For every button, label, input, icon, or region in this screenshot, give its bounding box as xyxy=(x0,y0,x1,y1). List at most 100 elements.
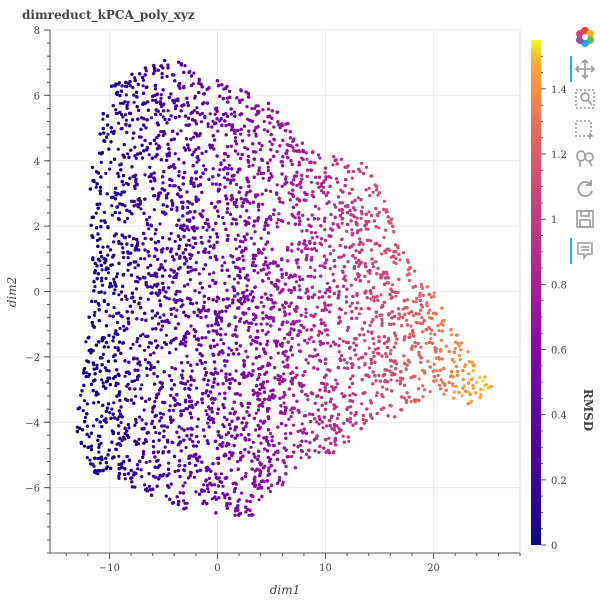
scatter-point xyxy=(102,210,106,214)
scatter-point xyxy=(213,206,217,210)
scatter-point xyxy=(195,160,199,164)
scatter-point xyxy=(268,489,272,494)
scatter-point xyxy=(106,132,110,136)
scatter-point xyxy=(134,420,138,425)
scatter-point xyxy=(206,122,210,126)
scatter-point xyxy=(197,291,201,295)
scatter-point xyxy=(295,261,299,265)
scatter-point xyxy=(281,360,285,364)
scatter-point xyxy=(183,481,187,485)
scatter-point xyxy=(339,255,343,259)
scatter-point xyxy=(190,369,194,373)
scatter-point xyxy=(304,311,308,315)
scatter-point xyxy=(371,262,375,266)
scatter-point xyxy=(392,360,396,364)
scatter-point xyxy=(297,343,301,347)
scatter-point xyxy=(234,182,239,187)
scatter-point xyxy=(213,367,217,371)
scatter-point xyxy=(437,383,442,387)
scatter-point xyxy=(178,403,182,407)
scatter-point xyxy=(281,480,285,484)
scatter-point xyxy=(101,381,105,385)
scatter-point xyxy=(236,152,240,156)
scatter-point xyxy=(283,354,287,358)
scatter-point xyxy=(246,405,250,409)
scatter-point xyxy=(247,513,251,517)
scatter-point xyxy=(223,261,227,265)
scatter-point xyxy=(338,337,342,341)
scatter-point xyxy=(215,343,219,347)
scatter-point xyxy=(479,393,483,397)
scatter-point xyxy=(325,424,329,428)
scatter-point xyxy=(432,291,436,295)
scatter-point xyxy=(216,129,220,133)
scatter-point xyxy=(451,396,456,400)
scatter-point xyxy=(300,229,304,233)
scatter-point xyxy=(367,186,371,190)
scatter-point xyxy=(256,172,260,176)
scatter-point xyxy=(377,210,381,214)
scatter-point xyxy=(85,456,89,460)
scatter-point xyxy=(288,198,292,202)
scatter-point xyxy=(93,310,97,314)
scatter-point xyxy=(367,280,371,284)
scatter-point xyxy=(300,449,304,454)
scatter-point xyxy=(270,142,274,146)
scatter-point xyxy=(110,213,114,217)
scatter-point xyxy=(343,311,347,315)
scatter-point xyxy=(83,366,87,371)
scatter-point xyxy=(314,354,318,358)
scatter-point xyxy=(161,115,165,119)
scatter-point xyxy=(167,461,171,465)
scatter-point xyxy=(84,340,88,344)
scatter-point xyxy=(254,411,258,415)
scatter-point xyxy=(340,221,344,225)
scatter-point xyxy=(136,275,140,279)
scatter-point xyxy=(227,346,231,350)
scatter-point xyxy=(420,316,424,320)
scatter-point xyxy=(117,474,121,478)
scatter-point xyxy=(228,181,232,185)
scatter-point xyxy=(440,329,445,333)
scatter-point xyxy=(349,356,353,360)
scatter-point xyxy=(251,163,255,167)
scatter-point xyxy=(146,266,150,270)
scatter-point xyxy=(147,227,151,231)
scatter-point xyxy=(409,324,413,328)
scatter-point xyxy=(222,176,226,180)
scatter-point xyxy=(245,288,249,292)
scatter-point xyxy=(101,469,105,473)
scatter-point xyxy=(131,86,135,90)
scatter-point xyxy=(120,242,124,246)
scatter-point xyxy=(92,401,96,405)
scatter-point xyxy=(163,268,167,272)
scatter-point xyxy=(114,108,118,112)
scatter-point xyxy=(221,484,225,488)
scatter-point xyxy=(356,196,360,200)
scatter-point xyxy=(172,306,176,310)
scatter-point xyxy=(351,392,355,396)
scatter-point xyxy=(331,340,335,344)
scatter-point xyxy=(122,324,126,328)
scatter-point xyxy=(350,301,354,305)
scatter-point xyxy=(149,274,153,278)
scatter-point xyxy=(282,372,286,376)
scatter-point xyxy=(422,388,427,392)
scatter-point xyxy=(287,417,291,421)
scatter-point xyxy=(142,408,146,412)
scatter-point xyxy=(202,267,206,271)
scatter-point xyxy=(97,303,101,307)
scatter-point xyxy=(417,377,421,381)
scatter-point xyxy=(286,221,291,225)
scatter-point xyxy=(229,112,233,116)
scatter-point xyxy=(360,205,365,209)
scatter-point xyxy=(165,296,169,300)
scatter-point xyxy=(294,366,299,370)
scatter-point xyxy=(192,475,196,479)
scatter-point xyxy=(224,378,229,383)
scatter-point xyxy=(363,339,367,343)
scatter-point xyxy=(291,146,295,150)
scatter-point xyxy=(99,219,103,223)
scatter-point xyxy=(289,348,293,352)
